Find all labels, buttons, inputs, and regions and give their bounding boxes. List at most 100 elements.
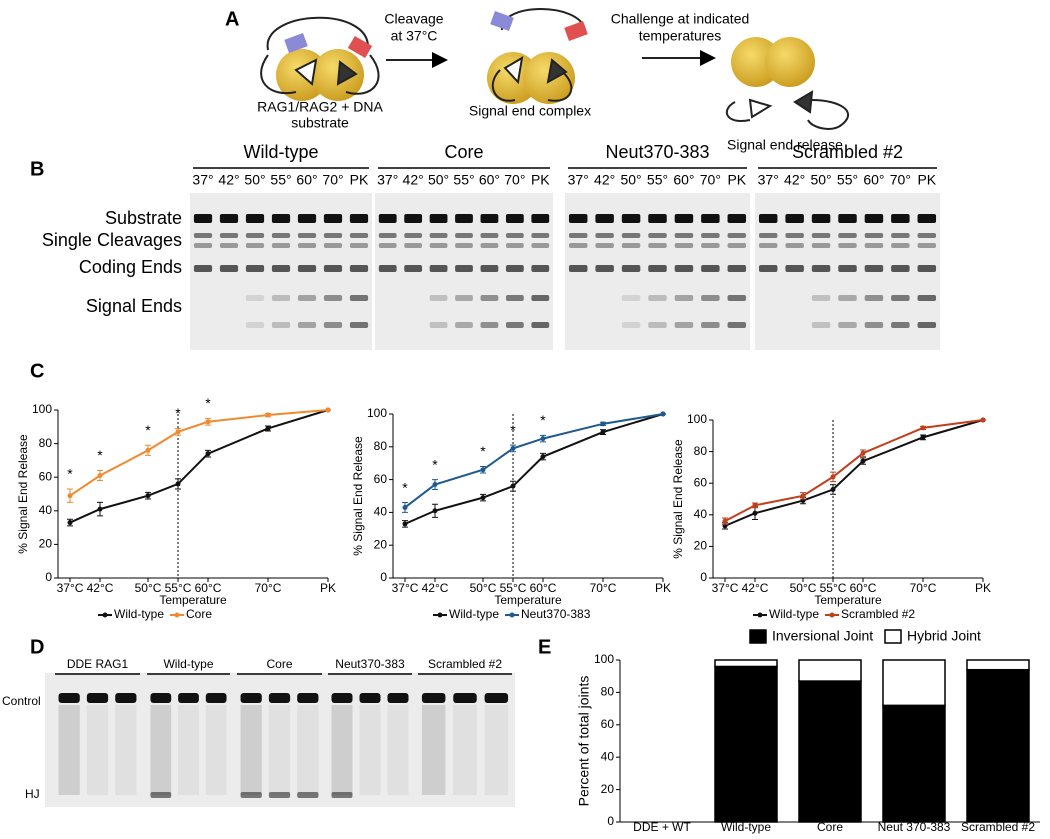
x-tick-label: 50°C — [470, 581, 497, 595]
band — [271, 265, 291, 272]
diagram-label: substrate — [291, 115, 349, 131]
diagram-label: at 37°C — [391, 28, 438, 44]
band — [349, 214, 369, 223]
x-tick-label: DDE + WT — [633, 820, 691, 834]
band — [480, 214, 499, 223]
y-axis-label: Percent of total joints — [576, 676, 592, 807]
panel-letter: E — [538, 636, 551, 658]
band — [531, 265, 550, 272]
band — [331, 792, 353, 798]
band — [297, 693, 319, 703]
data-point — [510, 445, 516, 451]
legend-label: Scrambled #2 — [841, 607, 915, 621]
band — [359, 693, 381, 703]
data-point — [830, 474, 836, 480]
band — [595, 214, 614, 223]
band — [811, 214, 831, 223]
lane-label: PK — [531, 172, 550, 188]
lane-label: PK — [350, 172, 369, 188]
band — [838, 265, 857, 272]
gel-group-label: Core — [266, 657, 292, 671]
data-point — [540, 436, 546, 442]
x-tick-label: 60°C — [850, 581, 877, 595]
bar-segment — [882, 704, 946, 823]
band — [480, 243, 499, 248]
band — [455, 295, 473, 301]
band — [864, 243, 884, 248]
band — [727, 214, 747, 223]
band — [480, 233, 499, 238]
band — [150, 792, 172, 798]
band — [505, 233, 524, 238]
gel-group-label: Scrambled #2 — [792, 142, 903, 162]
gel-row-label: Coding Ends — [79, 257, 182, 277]
band — [86, 693, 109, 703]
x-tick-label: 70°C — [255, 581, 282, 595]
band — [219, 243, 239, 248]
band — [349, 233, 369, 238]
band — [378, 265, 397, 272]
y-tick-label: 20 — [601, 782, 615, 796]
band — [864, 322, 884, 328]
band — [505, 295, 524, 301]
band — [838, 214, 857, 223]
lane-label: 70° — [700, 172, 721, 188]
gel-group-label: Core — [444, 142, 483, 162]
band — [621, 243, 641, 248]
x-tick-label: 42°C — [87, 581, 114, 595]
legend-label: Core — [186, 607, 212, 621]
y-tick-label: 20 — [694, 539, 708, 553]
band — [891, 322, 910, 328]
y-tick-label: 60 — [601, 717, 615, 731]
significance-marker: * — [205, 395, 211, 411]
band — [785, 243, 804, 248]
lane-label: 50° — [810, 172, 831, 188]
band — [701, 295, 720, 301]
x-axis-label: Temperature — [814, 593, 882, 607]
band — [595, 265, 614, 272]
smear — [86, 705, 109, 795]
x-tick-label: 37°C — [392, 581, 419, 595]
gel-row-label: Signal Ends — [86, 296, 182, 316]
panel-letter: B — [30, 158, 44, 180]
band — [480, 265, 499, 272]
smear — [484, 705, 509, 795]
band — [240, 792, 262, 798]
x-tick-label: 60°C — [530, 581, 557, 595]
legend-dot — [509, 612, 515, 618]
lane-label: 42° — [403, 172, 424, 188]
smear — [359, 705, 381, 795]
band — [531, 322, 550, 328]
band — [480, 295, 499, 301]
band — [758, 265, 778, 272]
band — [727, 322, 747, 328]
bar-segment — [714, 659, 778, 668]
band — [758, 214, 778, 223]
band — [245, 295, 265, 301]
band — [505, 214, 524, 223]
band — [271, 295, 291, 301]
data-point — [540, 454, 546, 460]
band — [245, 322, 265, 328]
x-tick-label: Scrambled #2 — [961, 820, 1035, 834]
band — [727, 233, 747, 238]
y-tick-label: 60 — [39, 469, 53, 483]
diagram-label: RAG1/RAG2 + DNA — [257, 99, 383, 115]
band — [864, 295, 884, 301]
smear — [268, 705, 291, 795]
lane-label: 37° — [758, 172, 779, 188]
legend-swatch — [884, 629, 902, 644]
legend-label: Hybrid Joint — [907, 628, 981, 644]
band — [378, 233, 397, 238]
band — [349, 295, 369, 301]
data-point — [830, 487, 836, 493]
band — [193, 214, 213, 223]
smear — [178, 705, 199, 795]
lane-label: PK — [727, 172, 746, 188]
data-point — [600, 421, 606, 427]
x-tick-label: Core — [817, 820, 843, 834]
smear — [297, 705, 319, 795]
band — [297, 243, 317, 248]
band — [891, 295, 910, 301]
